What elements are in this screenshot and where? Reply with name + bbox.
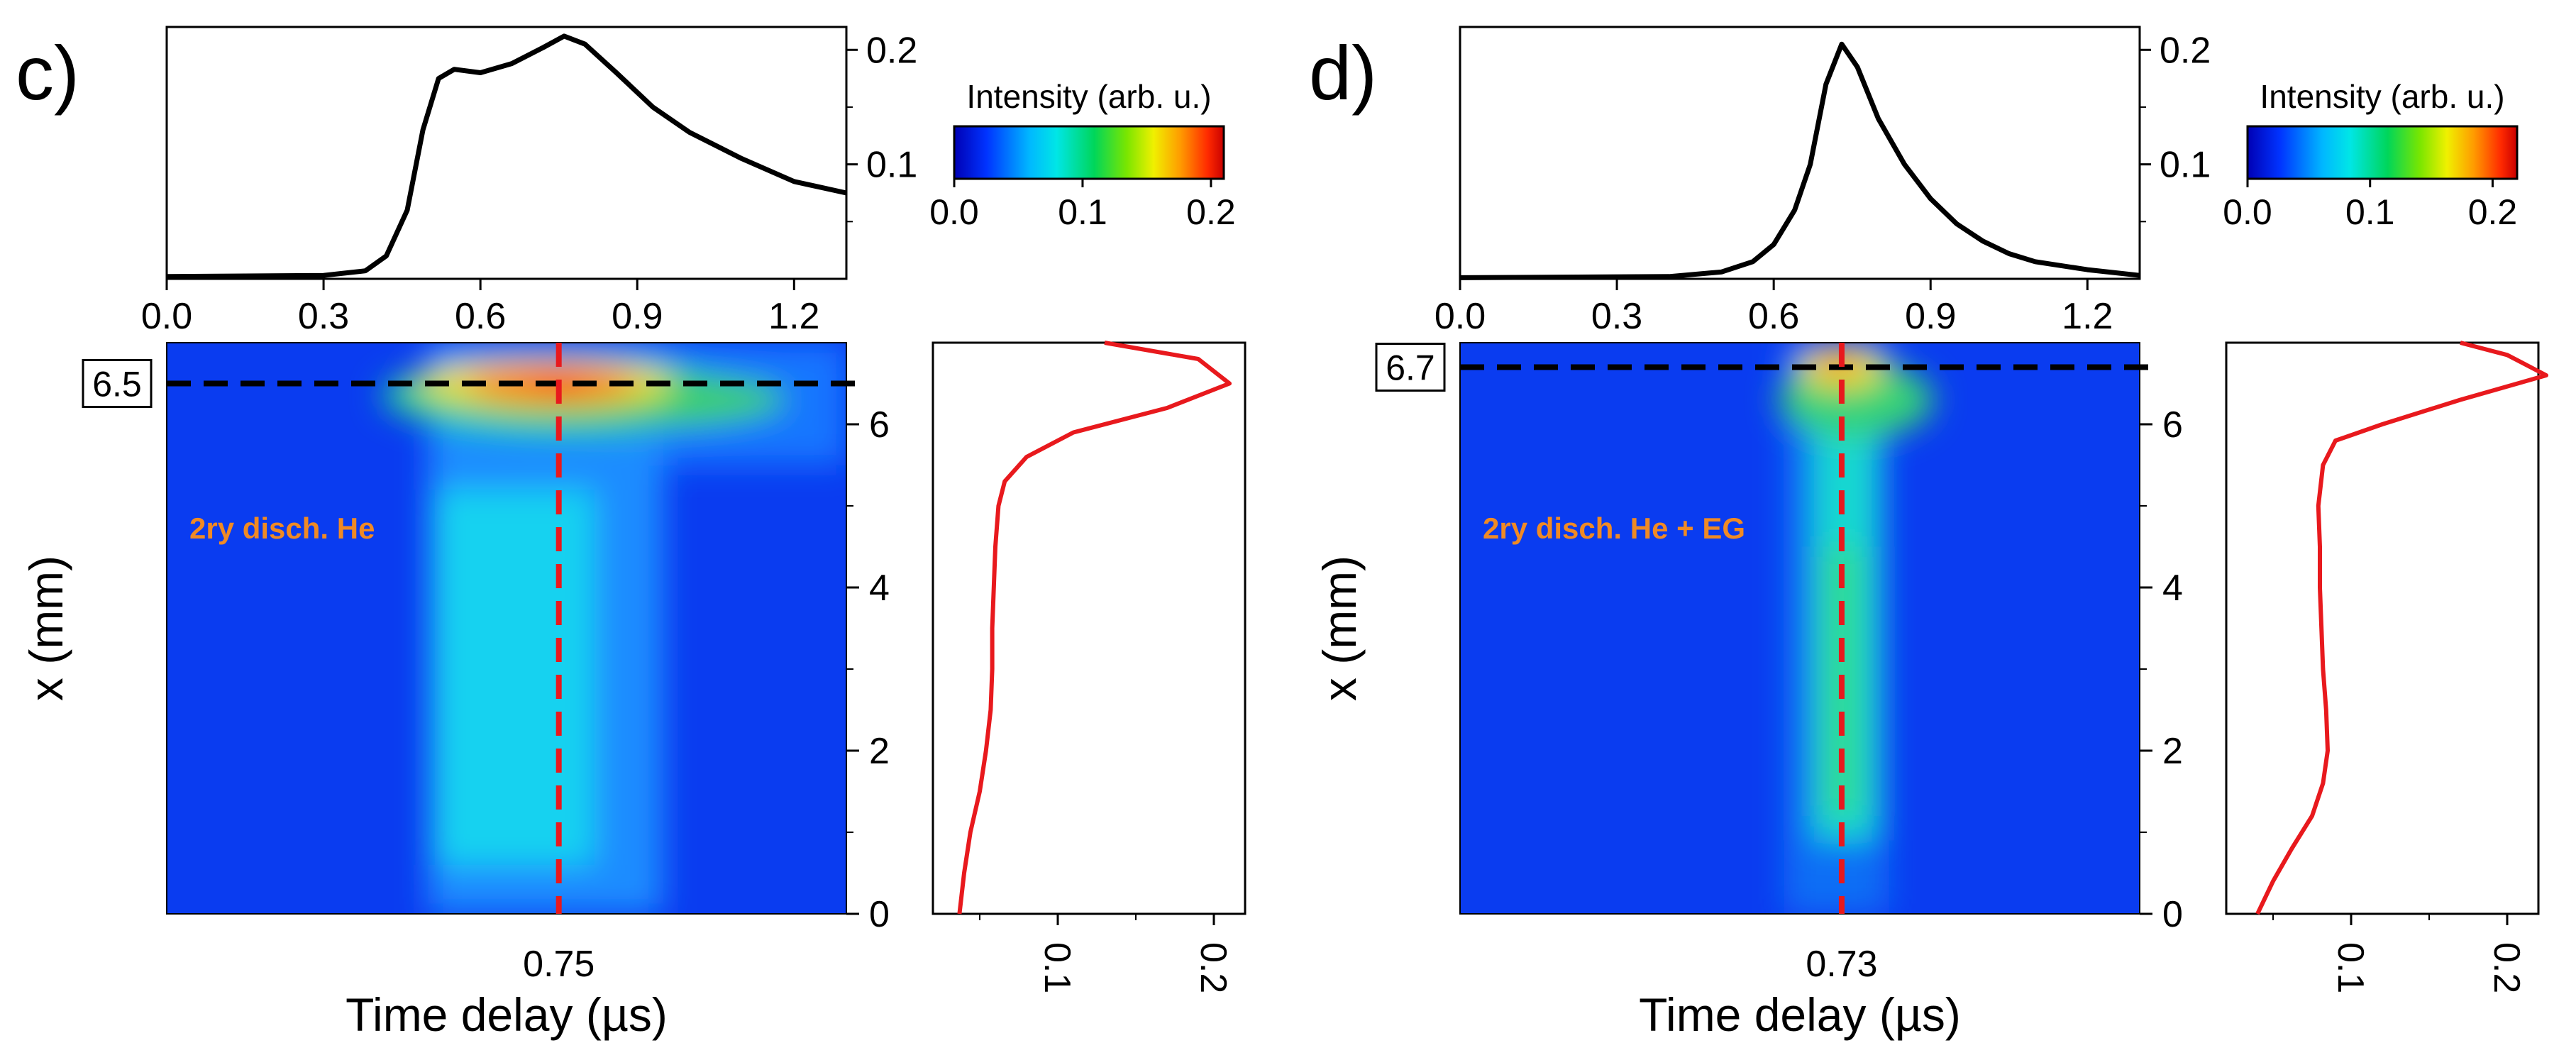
heatmap-image <box>1460 343 2140 914</box>
heatmap-y-tick-label: 2 <box>2162 731 2183 772</box>
heatmap-y-tick-label: 4 <box>869 568 890 609</box>
colorbar-title: Intensity (arb. u.) <box>2260 78 2504 115</box>
side-x-tick-label: 0.2 <box>2486 942 2527 993</box>
top-y-tick-label: 0.2 <box>2160 30 2211 71</box>
peak-position-box <box>82 359 153 408</box>
side-x-tick-label: 0.2 <box>1193 942 1234 993</box>
peak-position-label: 6.5 <box>92 365 142 404</box>
top-x-tick-label: 0.0 <box>141 296 192 337</box>
side-profile-line <box>957 341 1232 915</box>
heatmap-x-tick-label: 0.73 <box>1806 944 1877 985</box>
heatmap-y-tick-label: 6 <box>869 404 890 446</box>
heatmap-x-tick-label: 0.75 <box>523 944 595 985</box>
colorbar-tick-label: 0.1 <box>2345 192 2395 232</box>
top-profile-frame <box>1459 26 2141 280</box>
top-x-tick-label: 1.2 <box>768 296 819 337</box>
top-x-tick-label: 1.2 <box>2062 296 2113 337</box>
top-x-tick-label: 0.0 <box>1435 296 1486 337</box>
heatmap-xlabel: Time delay (µs) <box>1639 988 1961 1041</box>
heatmap-ylabel: x (mm) <box>20 556 72 701</box>
heatmap-ylabel: x (mm) <box>1313 556 1366 701</box>
side-profile-line <box>2255 341 2548 915</box>
colorbar <box>2246 125 2519 180</box>
colorbar-tick-label: 0.2 <box>2468 192 2518 232</box>
peak-position-box <box>1375 343 1446 392</box>
top-y-tick-label: 0.1 <box>866 145 917 186</box>
panel-c: c) 0.0 0.3 0.6 0.9 1.2 0.1 0.2 Intensity (arb. u… <box>16 26 1246 1041</box>
colorbar <box>953 125 1225 180</box>
heatmap-y-tick-label: 4 <box>2162 568 2183 609</box>
colorbar-tick-label: 0.0 <box>929 192 979 232</box>
panel-d: d) 0.0 0.3 0.6 0.9 1.2 0.1 0.2 Intensity (arb. u… <box>1309 26 2548 1041</box>
top-x-tick-label: 0.6 <box>455 296 506 337</box>
heatmap-frame <box>1459 342 2140 915</box>
heatmap-image <box>167 343 846 914</box>
side-profile-frame <box>932 341 1246 915</box>
colorbar-tick-label: 0.2 <box>1186 192 1236 232</box>
top-y-tick-label: 0.2 <box>866 30 917 71</box>
heatmap-y-tick-label: 0 <box>2162 894 2183 935</box>
top-x-tick-label: 0.6 <box>1748 296 1799 337</box>
top-profile-line <box>1459 41 2140 280</box>
top-x-tick-label: 0.9 <box>612 296 663 337</box>
top-profile-line <box>166 33 847 280</box>
colorbar-title: Intensity (arb. u.) <box>966 78 1211 115</box>
heatmap-y-tick-label: 2 <box>869 731 890 772</box>
side-x-tick-label: 0.1 <box>1037 942 1078 993</box>
peak-position-label: 6.7 <box>1386 348 1435 388</box>
heatmap-annotation: 2ry disch. He <box>189 512 375 545</box>
heatmap-blobs <box>381 343 846 914</box>
heatmap-y-tick-label: 6 <box>2162 404 2183 446</box>
heatmap-y-tick-label: 0 <box>869 894 890 935</box>
heatmap-annotation: 2ry disch. He + EG <box>1483 512 1745 545</box>
colorbar-tick-label: 0.1 <box>1058 192 1107 232</box>
colorbar-tick-label: 0.0 <box>2223 192 2272 232</box>
heatmap-xlabel: Time delay (µs) <box>346 988 668 1041</box>
heatmap-core-band <box>435 490 595 865</box>
side-profile-frame <box>2225 341 2540 915</box>
heatmap-frame <box>166 342 847 915</box>
top-x-tick-label: 0.3 <box>298 296 349 337</box>
panel-label: d) <box>1309 30 1377 116</box>
top-x-tick-label: 0.9 <box>1905 296 1956 337</box>
side-x-tick-label: 0.1 <box>2330 942 2371 993</box>
panel-label: c) <box>16 30 79 116</box>
top-x-tick-label: 0.3 <box>1591 296 1642 337</box>
top-y-tick-label: 0.1 <box>2160 145 2211 186</box>
